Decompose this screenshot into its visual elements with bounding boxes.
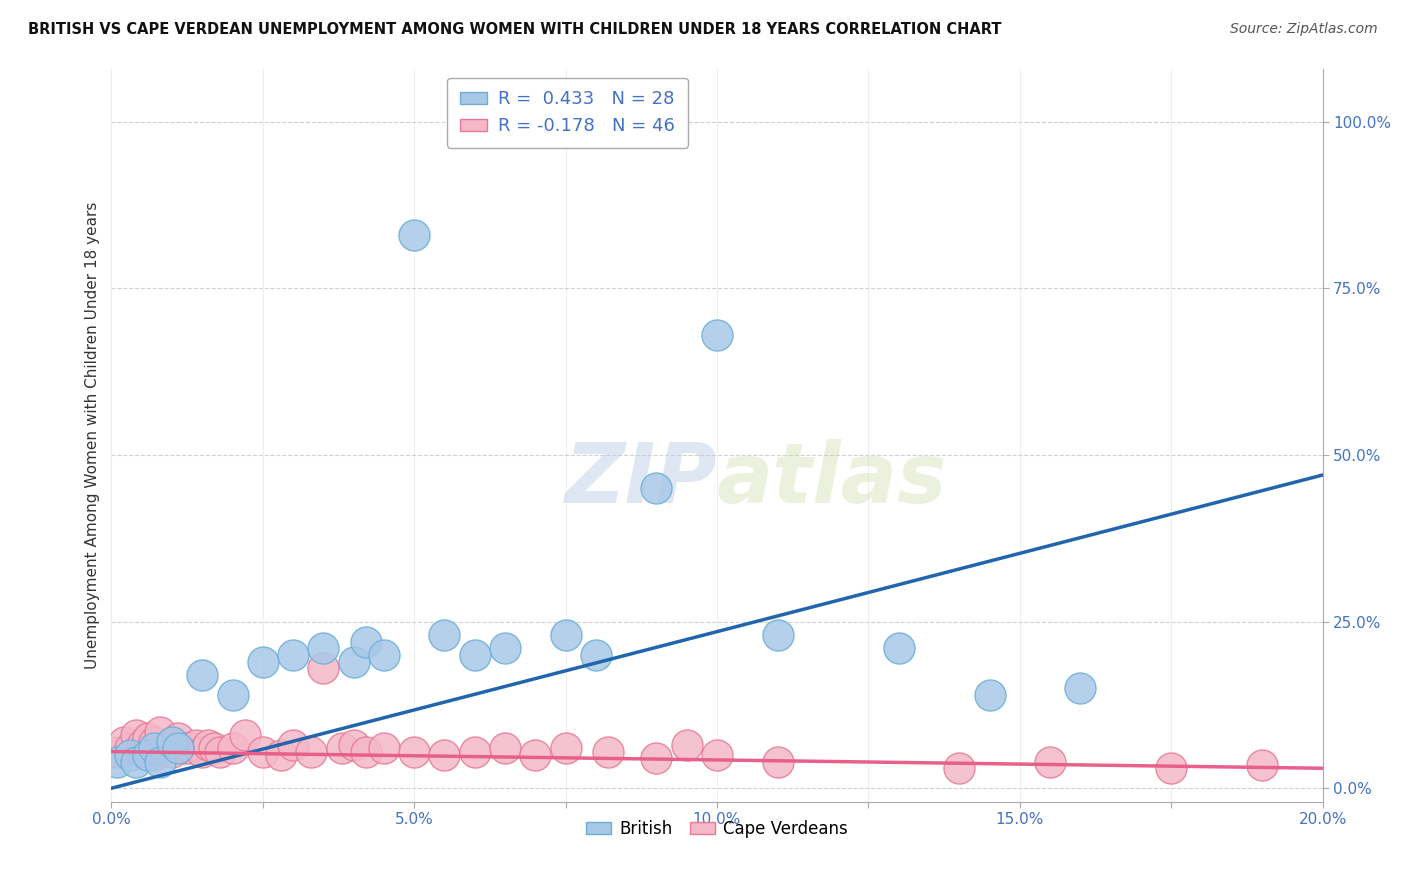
Cape Verdeans (554, 741, 576, 756)
Cape Verdeans (149, 724, 172, 739)
British (160, 734, 183, 748)
Cape Verdeans (373, 741, 395, 756)
Cape Verdeans (167, 731, 190, 746)
Cape Verdeans (124, 728, 146, 742)
Cape Verdeans (1251, 758, 1274, 772)
British (585, 648, 607, 662)
Text: Source: ZipAtlas.com: Source: ZipAtlas.com (1230, 22, 1378, 37)
Cape Verdeans (173, 741, 195, 756)
Cape Verdeans (233, 728, 256, 742)
British (979, 688, 1001, 702)
Cape Verdeans (131, 738, 153, 752)
Cape Verdeans (433, 747, 456, 762)
Cape Verdeans (197, 738, 219, 752)
British (149, 755, 172, 769)
British (221, 688, 243, 702)
Text: atlas: atlas (717, 439, 948, 519)
British (142, 741, 165, 756)
British (404, 228, 426, 243)
British (373, 648, 395, 662)
Y-axis label: Unemployment Among Women with Children Under 18 years: Unemployment Among Women with Children U… (86, 202, 100, 669)
British (107, 755, 129, 769)
Cape Verdeans (1039, 755, 1062, 769)
Text: BRITISH VS CAPE VERDEAN UNEMPLOYMENT AMONG WOMEN WITH CHILDREN UNDER 18 YEARS CO: BRITISH VS CAPE VERDEAN UNEMPLOYMENT AMO… (28, 22, 1001, 37)
Cape Verdeans (464, 745, 486, 759)
Cape Verdeans (596, 745, 619, 759)
British (343, 655, 366, 669)
Legend: British, Cape Verdeans: British, Cape Verdeans (579, 814, 855, 845)
Cape Verdeans (112, 734, 135, 748)
British (887, 641, 910, 656)
Cape Verdeans (766, 755, 789, 769)
Cape Verdeans (155, 741, 177, 756)
Cape Verdeans (270, 747, 292, 762)
Cape Verdeans (136, 745, 159, 759)
Cape Verdeans (494, 741, 516, 756)
Cape Verdeans (118, 741, 141, 756)
British (645, 481, 668, 495)
Cape Verdeans (107, 745, 129, 759)
Cape Verdeans (209, 745, 232, 759)
British (136, 747, 159, 762)
British (554, 628, 576, 642)
British (464, 648, 486, 662)
British (312, 641, 335, 656)
British (124, 755, 146, 769)
Cape Verdeans (252, 745, 274, 759)
Cape Verdeans (191, 745, 214, 759)
British (252, 655, 274, 669)
British (167, 741, 190, 756)
Cape Verdeans (136, 731, 159, 746)
Cape Verdeans (160, 745, 183, 759)
British (281, 648, 304, 662)
Cape Verdeans (524, 747, 547, 762)
British (1069, 681, 1091, 696)
Cape Verdeans (186, 738, 208, 752)
Cape Verdeans (142, 734, 165, 748)
Cape Verdeans (1160, 761, 1182, 775)
Cape Verdeans (221, 741, 243, 756)
British (706, 328, 728, 343)
Cape Verdeans (675, 738, 697, 752)
Cape Verdeans (354, 745, 377, 759)
Cape Verdeans (645, 751, 668, 765)
Cape Verdeans (281, 738, 304, 752)
Cape Verdeans (299, 745, 322, 759)
Cape Verdeans (343, 738, 366, 752)
British (766, 628, 789, 642)
Cape Verdeans (706, 747, 728, 762)
British (191, 668, 214, 682)
Cape Verdeans (142, 747, 165, 762)
Cape Verdeans (948, 761, 970, 775)
British (433, 628, 456, 642)
Cape Verdeans (330, 741, 353, 756)
Cape Verdeans (312, 661, 335, 675)
British (494, 641, 516, 656)
Text: ZIP: ZIP (564, 439, 717, 519)
Cape Verdeans (404, 745, 426, 759)
Cape Verdeans (202, 741, 225, 756)
British (118, 747, 141, 762)
Cape Verdeans (179, 741, 201, 756)
British (354, 634, 377, 648)
